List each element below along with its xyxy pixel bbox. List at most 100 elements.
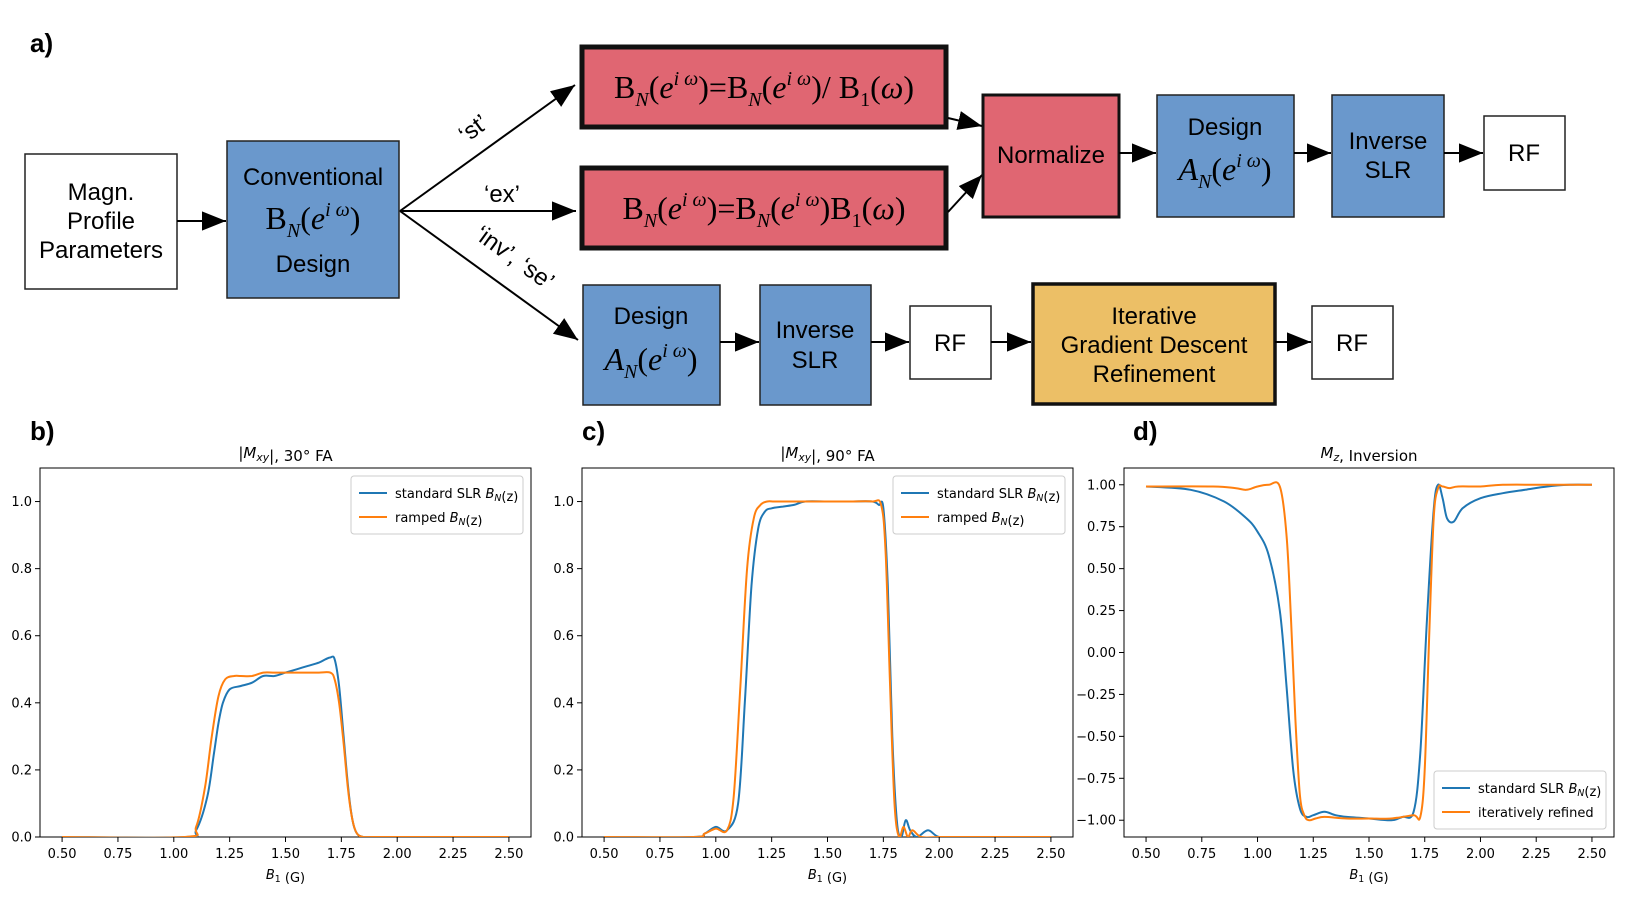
y-tick-label: 1.00	[1087, 478, 1116, 493]
panel-label-3: d)	[1133, 416, 1158, 446]
arrow-inv	[399, 210, 579, 341]
legend-entry: standard SLR BN(z)	[937, 487, 1060, 505]
x-tick-label: 1.25	[1299, 847, 1328, 862]
inverse-slr-box-top: Inverse SLR	[1331, 94, 1445, 218]
normalize-label: Normalize	[997, 142, 1105, 169]
y-tick-label: 0.4	[553, 696, 574, 711]
x-tick-label: 2.00	[383, 847, 412, 862]
arrow-st	[399, 84, 576, 212]
series-line-3-2	[1145, 481, 1592, 822]
rf-bottom-1-label: RF	[934, 330, 966, 357]
series-line-2-2	[604, 499, 1051, 837]
legend-box	[892, 475, 1066, 535]
y-tick-label: 0.00	[1087, 646, 1116, 661]
y-tick-label: −1.00	[1076, 814, 1116, 829]
x-tick-label: 1.25	[757, 847, 786, 862]
x-tick-label: 0.75	[103, 847, 132, 862]
x-tick-label: 2.25	[439, 847, 468, 862]
inverse-slr-box-bottom: Inverse SLR	[759, 284, 872, 406]
x-tick-label: 2.25	[981, 847, 1010, 862]
y-tick-label: 0.0	[553, 831, 574, 846]
legend-entry: iteratively refined	[1478, 806, 1594, 821]
chart-title-1: |Mxy|, 30° FA	[238, 444, 333, 465]
y-tick-label: 0.6	[11, 629, 32, 644]
x-tick-label: 1.25	[215, 847, 244, 862]
x-tick-label: 2.00	[1466, 847, 1495, 862]
y-tick-label: 0.75	[1087, 520, 1116, 535]
legend-box	[350, 475, 524, 535]
design-a-box-bottom: Design AN(ei ω)	[582, 284, 721, 406]
x-axis-label-1: B1 (G)	[266, 868, 305, 886]
branch-label-st: ‘st’	[454, 109, 494, 148]
conventional-design: Design	[276, 251, 351, 278]
design-a-bottom-label: Design	[614, 303, 689, 330]
chart-panel-1: b) |Mxy|, 30° FA 0.50 0.75 1.00 1.25 1.50 1.75 2…	[11, 416, 532, 886]
st-formula: BN(ei ω)=BN(ei ω)/ B1(ω)	[614, 68, 914, 111]
branch-label-ex: ‘ex’	[484, 181, 520, 208]
y-tick-label: −0.50	[1076, 730, 1116, 745]
panel-label-2: c)	[582, 416, 605, 446]
x-tick-label: 2.00	[925, 847, 954, 862]
x-axis-label-3: B1 (G)	[1349, 868, 1388, 886]
y-tick-label: −0.25	[1076, 688, 1116, 703]
rf-bottom-2-label: RF	[1336, 330, 1368, 357]
rf-box-top: RF	[1483, 115, 1566, 191]
x-tick-label: 1.50	[271, 847, 300, 862]
y-tick-label: 0.25	[1087, 604, 1116, 619]
rf-box-bottom-2: RF	[1311, 305, 1394, 380]
magn-line-1: Magn.	[68, 179, 135, 206]
design-a-top-formula: AN(ei ω)	[1176, 150, 1271, 193]
x-tick-label: 2.50	[494, 847, 523, 862]
design-a-box-top: Design AN(ei ω)	[1156, 94, 1295, 218]
panel-label-a: a)	[30, 28, 53, 58]
x-tick-label: 2.50	[1577, 847, 1606, 862]
rf-box-bottom-1: RF	[909, 305, 992, 380]
inverse-slr-bottom-line1: Inverse	[776, 317, 855, 344]
x-tick-label: 1.50	[1355, 847, 1384, 862]
panel-label-1: b)	[30, 416, 55, 446]
x-tick-label: 1.50	[813, 847, 842, 862]
y-tick-label: 0.50	[1087, 562, 1116, 577]
chart-title-2: |Mxy|, 90° FA	[780, 444, 875, 465]
chart-panel-2: c) |Mxy|, 90° FA 0.50 0.75 1.00 1.25 1.50 1.75 2…	[553, 416, 1074, 886]
y-tick-label: 1.0	[553, 495, 574, 510]
conventional-title: Conventional	[243, 164, 383, 191]
rf-top-label: RF	[1508, 140, 1540, 167]
design-a-bottom-formula: AN(ei ω)	[602, 340, 697, 383]
x-tick-label: 0.75	[645, 847, 674, 862]
x-tick-label: 0.50	[48, 847, 77, 862]
x-tick-label: 0.50	[1132, 847, 1161, 862]
y-tick-label: 0.2	[553, 763, 574, 778]
ex-formula-box: BN(ei ω)=BN(ei ω)B1(ω)	[579, 165, 949, 251]
series-line-1-2	[62, 671, 509, 837]
magn-profile-box: Magn. Profile Parameters	[24, 153, 178, 290]
x-axis-label-2: B1 (G)	[808, 868, 847, 886]
legend-2: standard SLR BN(z) ramped BN(z)	[892, 475, 1066, 535]
y-tick-label: −0.75	[1076, 772, 1116, 787]
y-tick-label: 1.0	[11, 495, 32, 510]
x-tick-label: 1.00	[159, 847, 188, 862]
x-tick-label: 0.50	[590, 847, 619, 862]
iterative-line3: Refinement	[1093, 361, 1216, 388]
iterative-line2: Gradient Descent	[1061, 332, 1248, 359]
legend-1: standard SLR BN(z) ramped BN(z)	[350, 475, 524, 535]
chart-title-3: Mz, Inversion	[1320, 444, 1417, 465]
x-tick-label: 1.75	[1410, 847, 1439, 862]
magn-line-2: Profile	[67, 208, 135, 235]
x-tick-label: 0.75	[1187, 847, 1216, 862]
legend-3: standard SLR BN(z) iteratively refined	[1433, 770, 1607, 830]
y-tick-label: 0.4	[11, 696, 32, 711]
inverse-slr-top-line1: Inverse	[1349, 128, 1428, 155]
y-tick-label: 0.8	[553, 562, 574, 577]
y-tick-label: 0.8	[11, 562, 32, 577]
magn-line-3: Parameters	[39, 237, 163, 264]
x-tick-label: 2.50	[1036, 847, 1065, 862]
chart-panel-3: d) Mz, Inversion 0.50 0.75 1.00 1.25 1.50 1.75 2…	[1076, 416, 1615, 886]
flow-diagram: a) Magn. Profile Parameters Conventional…	[24, 28, 1566, 406]
legend-entry: standard SLR BN(z)	[395, 487, 518, 505]
arrow-ex-normalize	[947, 174, 983, 213]
design-a-top-label: Design	[1188, 114, 1263, 141]
series-line-3-1	[1145, 483, 1593, 822]
x-tick-label: 1.00	[1243, 847, 1272, 862]
